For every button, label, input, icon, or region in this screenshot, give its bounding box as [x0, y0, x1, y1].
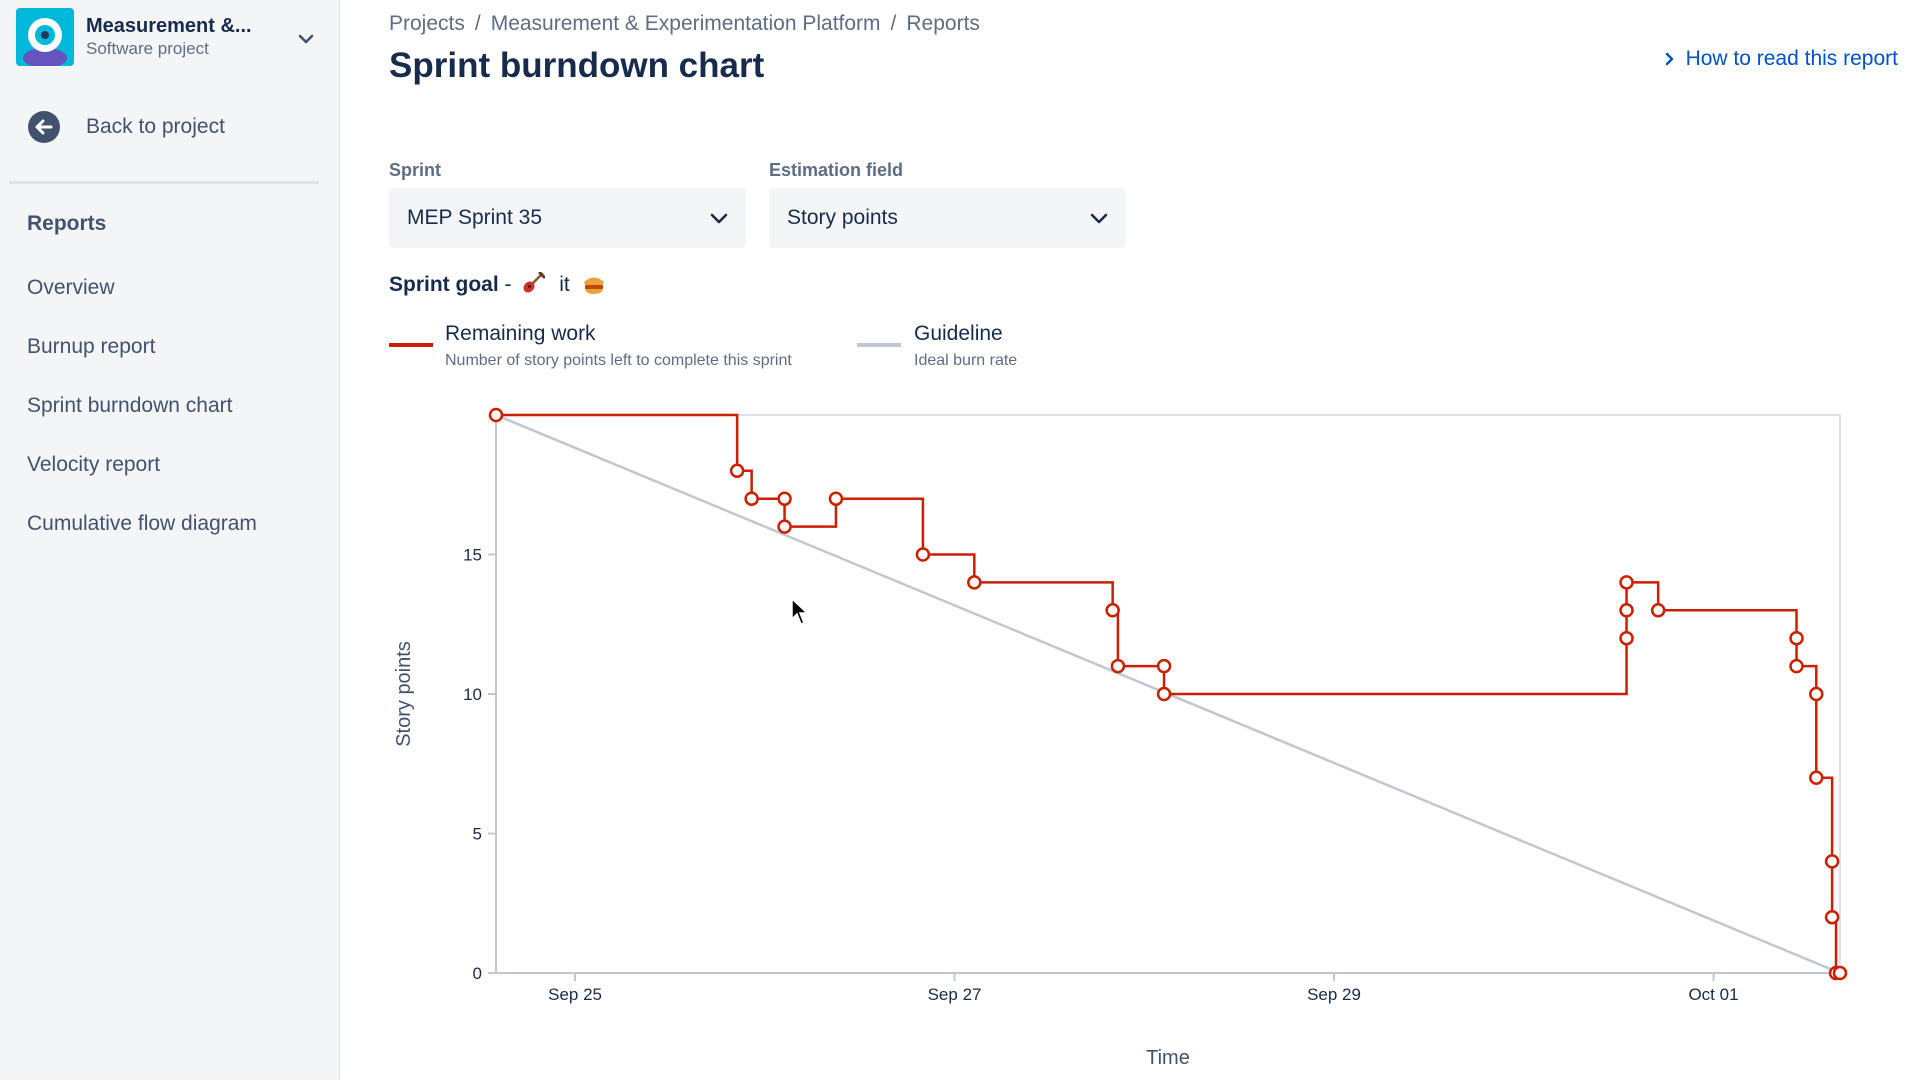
sprint-goal-text: it: [559, 273, 570, 296]
breadcrumb-project[interactable]: Measurement & Experimentation Platform: [490, 12, 881, 35]
remaining-work-point[interactable]: [1156, 686, 1172, 702]
guitar-icon: [523, 271, 546, 293]
y-axis-label: Story points: [393, 641, 415, 747]
breadcrumb-separator: /: [890, 12, 897, 35]
remaining-work-point[interactable]: [777, 491, 792, 506]
remaining-work-point[interactable]: [828, 491, 844, 506]
remaining-work-point[interactable]: [1619, 603, 1634, 618]
burndown-chart[interactable]: 0 5 10 15 Sep 25 Sep 27 Sep 29 Oct 01 Time Sto…: [380, 395, 1880, 1080]
remaining-work-point[interactable]: [1105, 603, 1120, 618]
y-axis-ticks: 0 5 10 15: [463, 546, 496, 983]
legend-title-remaining-work: Remaining work: [445, 322, 596, 345]
estimation-field-label: Estimation field: [769, 160, 904, 180]
sprint-label: Sprint: [389, 160, 441, 180]
breadcrumb-projects[interactable]: Projects: [389, 12, 465, 35]
series-layer: [488, 407, 1848, 981]
sidebar-item-overview[interactable]: Overview: [27, 276, 115, 299]
food-icon: [583, 277, 604, 294]
legend-guideline: Guideline Ideal burn rate: [857, 322, 1077, 382]
remaining-work-point[interactable]: [1650, 603, 1666, 618]
legend-subtitle-guideline: Ideal burn rate: [914, 352, 1018, 369]
sidebar-heading-reports: Reports: [27, 212, 107, 235]
chevron-down-icon[interactable]: [298, 34, 314, 44]
breadcrumb: Projects / Measurement & Experimentation P…: [389, 12, 980, 36]
remaining-work-point[interactable]: [488, 407, 504, 423]
remaining-work-point[interactable]: [1809, 770, 1824, 785]
breadcrumb-reports[interactable]: Reports: [906, 12, 980, 35]
sidebar-item-sprint-burndown-chart[interactable]: Sprint burndown chart: [27, 394, 233, 417]
legend-subtitle-remaining-work: Number of story points left to complete …: [445, 352, 792, 369]
legend-swatch-guideline: [857, 343, 901, 347]
project-avatar: [16, 8, 74, 66]
y-tick-label: 0: [473, 964, 482, 983]
x-axis-label: Time: [1146, 1047, 1190, 1069]
chevron-right-icon: [1665, 52, 1673, 66]
legend-remaining-work: Remaining work Number of story points le…: [389, 322, 869, 382]
remaining-work-point[interactable]: [777, 519, 792, 534]
remaining-work-point[interactable]: [915, 547, 931, 562]
remaining-work-point[interactable]: [744, 491, 759, 506]
back-to-project-link[interactable]: Back to project: [28, 110, 308, 144]
remaining-work-point[interactable]: [1619, 575, 1634, 590]
how-to-read-link[interactable]: How to read this report: [1665, 47, 1898, 71]
project-type: Software project: [86, 39, 209, 58]
y-tick-label: 5: [473, 825, 482, 844]
estimation-field-select[interactable]: Story points: [769, 188, 1126, 248]
y-tick-label: 15: [463, 546, 482, 565]
remaining-work-point[interactable]: [1619, 630, 1634, 646]
remaining-work-point[interactable]: [1110, 658, 1126, 674]
back-to-project-label: Back to project: [86, 115, 225, 138]
sprint-goal-label: Sprint goal: [389, 273, 499, 296]
breadcrumb-separator: /: [474, 12, 481, 35]
legend-swatch-remaining-work: [389, 343, 433, 347]
project-name: Measurement &...: [86, 15, 252, 37]
remaining-work-point[interactable]: [1789, 658, 1804, 674]
page-title: Sprint burndown chart: [389, 46, 765, 85]
sprint-select-value: MEP Sprint 35: [407, 206, 543, 229]
sidebar-item-cumulative-flow-diagram[interactable]: Cumulative flow diagram: [27, 512, 257, 535]
x-tick-label: Oct 01: [1688, 985, 1738, 1004]
sprint-goal: Sprint goal - it: [389, 271, 606, 297]
x-axis-ticks: Sep 25 Sep 27 Sep 29 Oct 01: [548, 973, 1739, 1004]
x-tick-label: Sep 25: [548, 985, 602, 1004]
remaining-work-point[interactable]: [1824, 909, 1840, 925]
x-tick-label: Sep 27: [928, 985, 982, 1004]
mouse-cursor-icon: [791, 598, 809, 625]
arrow-left-icon: [28, 111, 60, 143]
how-to-read-label: How to read this report: [1685, 47, 1898, 70]
sprint-select[interactable]: MEP Sprint 35: [389, 188, 746, 248]
legend-title-guideline: Guideline: [914, 322, 1003, 345]
x-tick-label: Sep 29: [1307, 985, 1361, 1004]
estimation-field-value: Story points: [787, 206, 898, 229]
remaining-work-point[interactable]: [1832, 965, 1848, 981]
remaining-work-point[interactable]: [729, 463, 745, 479]
remaining-work-point[interactable]: [1789, 630, 1804, 646]
sidebar-divider: [9, 181, 319, 184]
sidebar-item-velocity-report[interactable]: Velocity report: [27, 453, 161, 476]
remaining-work-point[interactable]: [967, 575, 982, 590]
project-switcher[interactable]: Measurement &... Software project: [16, 8, 316, 66]
project-robot-icon: [23, 18, 67, 66]
chevron-down-icon: [710, 213, 728, 223]
y-tick-label: 10: [463, 685, 482, 704]
chevron-down-icon: [1090, 213, 1108, 223]
sidebar: Measurement &... Software project Back t…: [0, 0, 340, 1080]
remaining-work-point[interactable]: [1809, 686, 1824, 702]
remaining-work-point[interactable]: [1156, 658, 1172, 674]
sidebar-item-burnup-report[interactable]: Burnup report: [27, 335, 156, 358]
remaining-work-point[interactable]: [1824, 854, 1840, 869]
